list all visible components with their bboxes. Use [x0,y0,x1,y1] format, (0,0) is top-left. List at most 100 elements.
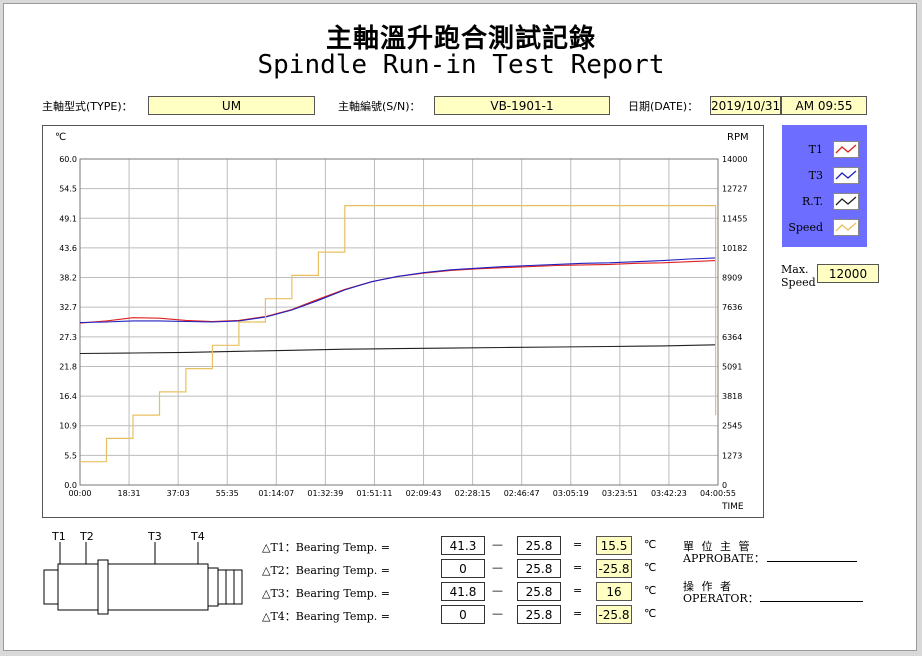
left-axis-ticks: 60.0 54.5 49.1 43.6 38.2 32.7 27.3 21.8 16.4 10.9… [59,155,77,490]
temp-unit: ℃ [644,561,657,574]
x-tick-label: 01:32:39 [307,489,343,498]
left-tick-label: 10.9 [59,422,77,431]
equals-sign: = [573,561,583,574]
temp-unit: ℃ [644,607,657,620]
legend-swatch [833,141,859,158]
left-tick-label: 16.4 [59,392,77,401]
equals-sign: = [573,607,583,620]
temp-value-b: 25.8 [517,582,561,601]
report-title-en: Spindle Run-in Test Report [257,50,665,80]
operator-signature-line[interactable] [760,601,863,602]
right-tick-label: 11455 [722,214,747,223]
temperature-speed-chart: 60.0 54.5 49.1 43.6 38.2 32.7 27.3 21.8 16.4 10.9… [55,132,749,512]
temp-value-b: 25.8 [517,559,561,578]
temp-result: 15.5 [596,536,632,555]
right-tick-label: 5091 [722,362,742,371]
temp-value-a: 0 [441,559,485,578]
equals-sign: = [573,538,583,551]
date-field: 2019/10/31 [710,96,781,115]
approbate-signature-line[interactable] [767,561,857,562]
x-axis-ticks: 00:00 18:31 37:03 55:35 01:14:07 01:32:39 01:5… [68,489,736,498]
legend-item-t1: T1 [782,139,867,161]
temp-value-b: 25.8 [517,605,561,624]
right-axis-ticks: 14000 12727 11455 10182 8909 7636 6364 5091 3818… [722,155,747,490]
diagram-label-t4: T4 [190,530,205,543]
max-speed-label: Max. Speed [781,263,816,289]
x-tick-label: 04:00:55 [700,489,736,498]
plot-area [79,158,719,486]
series-line-speed [80,204,717,463]
sn-field: VB-1901-1 [434,96,610,115]
legend-swatch [833,219,859,236]
x-tick-label: 03:23:51 [602,489,638,498]
x-tick-label: 02:46:47 [504,489,540,498]
right-tick-label: 7636 [722,303,742,312]
spindle-outline [43,542,243,615]
right-tick-label: 10182 [722,244,747,253]
minus-sign: — [492,607,503,620]
max-speed-label-line2: Speed [781,276,816,289]
x-tick-label: 55:35 [216,489,239,498]
temp-row-label: △T2：Bearing Temp. = [262,564,391,577]
legend-swatch [833,193,859,210]
temp-unit: ℃ [644,538,657,551]
type-label: 主軸型式(TYPE)： [42,100,133,113]
approbate-en: APPROBATE： [683,552,765,565]
legend-label: T3 [808,169,823,182]
right-axis-unit: RPM [727,132,749,143]
temp-value-b: 25.8 [517,536,561,555]
right-tick-label: 1273 [722,451,742,460]
legend-label: T1 [808,143,823,156]
temp-result: -25.8 [596,605,632,624]
legend-swatch [833,167,859,184]
x-tick-label: 03:05:19 [553,489,589,498]
report-title-zh: 主軸溫升跑合測試記錄 [325,24,596,54]
date-label: 日期(DATE)： [628,100,699,113]
chart-grid [79,158,719,486]
left-tick-label: 38.2 [59,274,77,283]
spindle-diagram: T1 T2 T3 T4 [43,530,243,615]
right-tick-label: 8909 [722,274,742,283]
max-speed-value: 12000 [817,264,879,283]
type-field: UM [148,96,315,115]
operator-en: OPERATOR： [683,592,759,605]
x-tick-label: 00:00 [68,489,91,498]
approbate-zh: 單 位 主 管 [683,540,752,553]
left-tick-label: 43.6 [59,244,77,253]
legend-item-t3: T3 [782,165,867,187]
time-field: AM 09:55 [781,96,867,115]
left-tick-label: 60.0 [59,155,77,164]
minus-sign: — [492,538,503,551]
temp-result: -25.8 [596,559,632,578]
x-tick-label: 18:31 [118,489,141,498]
left-tick-label: 27.3 [59,333,77,342]
chart-frame: 60.0 54.5 49.1 43.6 38.2 32.7 27.3 21.8 16.4 10.9… [42,125,764,518]
temp-row-label: △T4：Bearing Temp. = [262,610,391,623]
left-tick-label: 32.7 [59,303,77,312]
temp-row-label: △T3：Bearing Temp. = [262,587,391,600]
left-tick-label: 54.5 [59,185,77,194]
temp-value-a: 41.3 [441,536,485,555]
x-tick-label: 01:14:07 [258,489,294,498]
left-tick-label: 21.8 [59,362,77,371]
right-tick-label: 0 [722,481,727,490]
temp-value-a: 0 [441,605,485,624]
chart-legend: T1 T3 R.T. Speed [782,125,867,247]
right-tick-label: 3818 [722,392,742,401]
minus-sign: — [492,561,503,574]
series-line-t3 [79,257,716,324]
max-speed-label-line1: Max. [781,263,809,276]
left-axis-unit: ℃ [55,132,66,143]
minus-sign: — [492,584,503,597]
left-tick-label: 0.0 [64,481,77,490]
series-line-rt [79,344,716,355]
right-tick-label: 12727 [722,185,747,194]
chart-series [79,204,717,463]
legend-label: R.T. [802,195,823,208]
x-tick-label: 37:03 [167,489,190,498]
x-tick-label: 02:28:15 [455,489,491,498]
temp-unit: ℃ [644,584,657,597]
x-tick-label: 03:42:23 [651,489,687,498]
left-tick-label: 49.1 [59,214,77,223]
diagram-label-t1: T1 [51,530,66,543]
